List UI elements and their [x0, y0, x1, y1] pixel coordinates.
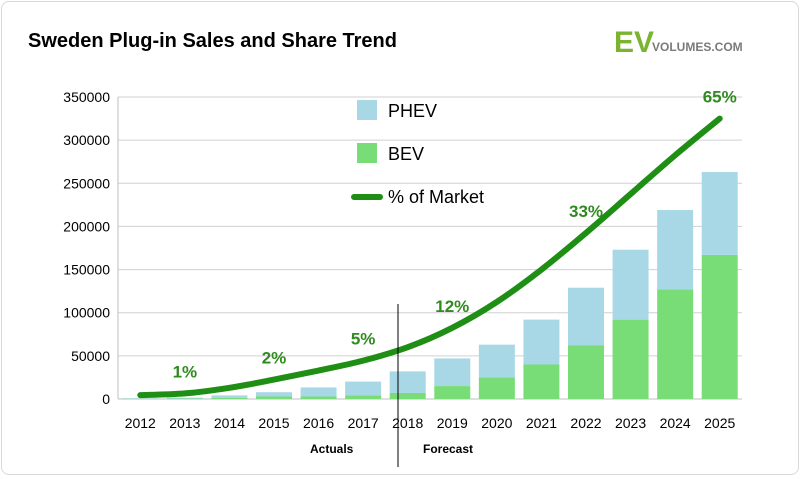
bar-phev — [479, 345, 515, 378]
y-tick-label: 350000 — [63, 89, 110, 105]
y-tick-label: 200000 — [63, 218, 110, 234]
bar-phev — [122, 398, 158, 399]
bar-bev — [523, 364, 559, 399]
share-label: 33% — [569, 202, 603, 221]
legend-bev-label: BEV — [388, 144, 424, 164]
bar-phev — [345, 382, 381, 396]
bar-phev — [568, 288, 604, 346]
bar-bev — [390, 393, 426, 399]
bar-bev — [211, 398, 247, 399]
x-tick-label: 2012 — [125, 415, 156, 431]
logo-volumes: VOLUMES.COM — [652, 40, 743, 54]
bar-phev — [301, 387, 337, 396]
share-label: 1% — [173, 362, 198, 381]
y-tick-label: 150000 — [63, 262, 110, 278]
x-tick-label: 2016 — [303, 415, 334, 431]
share-label: 12% — [435, 297, 469, 316]
y-tick-label: 300000 — [63, 132, 110, 148]
bar-phev — [613, 250, 649, 320]
share-label: 2% — [262, 349, 287, 368]
x-tick-label: 2018 — [392, 415, 423, 431]
x-tick-label: 2025 — [704, 415, 735, 431]
bar-phev — [523, 320, 559, 365]
legend: PHEV BEV % of Market — [354, 100, 484, 207]
bar-phev — [390, 371, 426, 393]
share-labels: 1% 2% 5% 12% 33% 65% — [173, 88, 737, 382]
x-tick-label: 2013 — [169, 415, 200, 431]
x-tick-label: 2022 — [570, 415, 601, 431]
share-label: 65% — [703, 88, 737, 107]
bar-bev — [345, 395, 381, 399]
y-tick-label: 250000 — [63, 175, 110, 191]
bar-bev — [479, 377, 515, 399]
x-tick-label: 2014 — [214, 415, 245, 431]
bar-bev — [301, 396, 337, 399]
y-tick-label: 0 — [102, 391, 110, 407]
legend-phev-swatch — [357, 100, 377, 120]
bar-phev — [256, 392, 292, 396]
x-tick-label: 2015 — [258, 415, 289, 431]
bar-bev — [568, 346, 604, 399]
legend-phev-label: PHEV — [388, 101, 437, 121]
forecast-label: Forecast — [423, 442, 473, 456]
y-tick-label: 50000 — [71, 348, 110, 364]
x-tick-label: 2023 — [615, 415, 646, 431]
x-tick-label: 2024 — [660, 415, 691, 431]
bar-bev — [657, 289, 693, 399]
bar-phev — [434, 358, 470, 386]
y-axis: 0 50000 100000 150000 200000 250000 300000 3500… — [63, 89, 110, 407]
logo: EV VOLUMES.COM — [614, 26, 743, 59]
legend-market-label: % of Market — [388, 187, 484, 207]
bar-bev — [613, 320, 649, 399]
x-tick-label: 2019 — [437, 415, 468, 431]
x-axis: 2012 2013 2014 2015 2016 2017 2018 2019 2020 2021… — [125, 415, 736, 431]
actuals-label: Actuals — [310, 442, 354, 456]
chart-title: Sweden Plug-in Sales and Share Trend — [28, 30, 397, 52]
bar-phev — [657, 210, 693, 289]
bar-phev — [167, 398, 203, 399]
legend-bev-swatch — [357, 143, 377, 163]
bar-phev — [211, 395, 247, 398]
bar-phev — [702, 172, 738, 255]
x-tick-label: 2020 — [481, 415, 512, 431]
logo-ev: EV — [614, 26, 654, 59]
y-tick-label: 100000 — [63, 305, 110, 321]
bar-bev — [256, 396, 292, 399]
bar-bev — [702, 255, 738, 399]
x-tick-label: 2017 — [348, 415, 379, 431]
bar-bev — [434, 386, 470, 399]
share-label: 5% — [351, 330, 376, 349]
x-tick-label: 2021 — [526, 415, 557, 431]
